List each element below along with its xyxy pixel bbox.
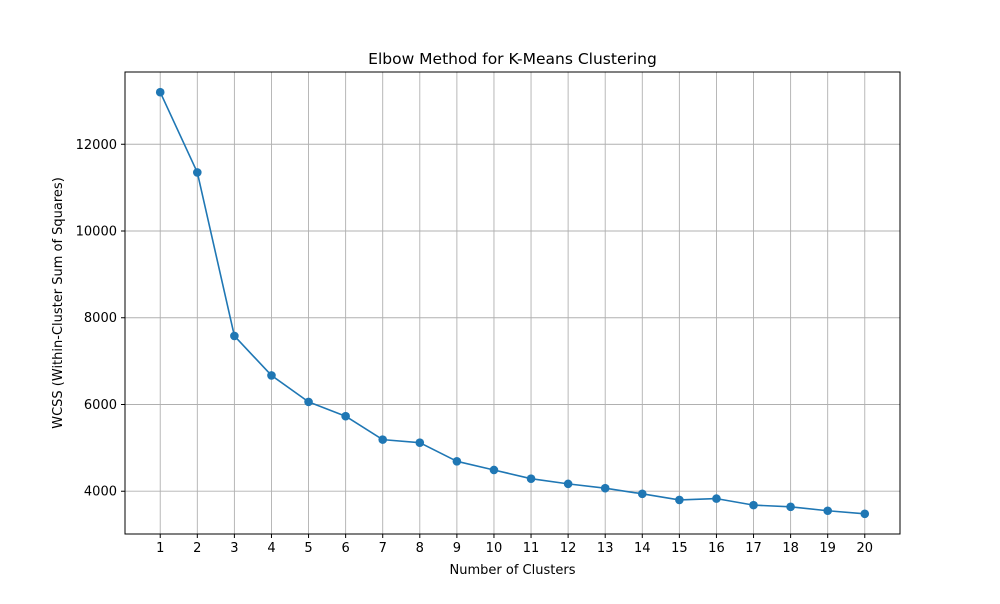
x-tick-label: 17 [745,541,762,556]
y-tick-label: 8000 [84,311,117,326]
y-tick-label: 4000 [84,485,117,500]
data-point [230,331,239,341]
x-tick-label: 13 [597,541,614,556]
x-tick-label: 12 [560,541,577,556]
x-tick-label: 8 [416,541,424,556]
y-tick-label: 6000 [84,398,117,413]
x-tick-label: 2 [193,541,201,556]
x-tick-label: 15 [671,541,688,556]
x-axis-title: Number of Clusters [450,563,576,578]
x-tick-label: 20 [856,541,873,556]
x-tick-label: 4 [267,541,275,556]
data-point [341,411,350,421]
y-axis-title: WCSS (Within-Cluster Sum of Squares) [51,177,66,429]
data-point [712,494,721,503]
x-tick-label: 6 [341,541,349,556]
x-tick-label: 10 [486,541,503,556]
y-tick-label: 10000 [76,225,117,240]
data-point [637,489,647,499]
data-point [675,495,684,505]
axes-frame [124,71,901,535]
data-point [600,483,610,493]
series-line [159,91,865,515]
y-tick-label: 12000 [76,138,117,153]
tick-layer: 1 2 3 4 5 6 7 8 9 10 11 12 13 14 15 16 17 18 19 20400060008… [76,138,873,556]
grid-layer [125,72,900,534]
x-tick-label: 11 [523,541,540,556]
x-tick-label: 7 [379,541,387,556]
data-point [786,502,795,512]
series-layer [155,87,870,519]
data-point [415,438,425,447]
data-point [563,479,573,489]
x-tick-label: 19 [819,541,836,556]
data-point [378,435,388,444]
data-point [526,474,536,483]
x-tick-label: 9 [453,541,461,556]
data-point [193,168,202,177]
data-point [823,506,832,516]
data-point [489,465,499,475]
chart-title: Elbow Method for K-Means Clustering [368,50,657,68]
x-tick-label: 18 [782,541,799,556]
data-point [155,87,165,97]
data-point [304,397,313,407]
data-point [452,457,462,466]
x-tick-label: 14 [634,541,651,556]
x-tick-label: 3 [230,541,238,556]
x-tick-label: 5 [304,541,312,556]
data-point [749,500,758,510]
x-tick-label: 16 [708,541,725,556]
data-point [267,371,276,380]
data-point [860,509,870,519]
x-tick-label: 1 [156,541,164,556]
